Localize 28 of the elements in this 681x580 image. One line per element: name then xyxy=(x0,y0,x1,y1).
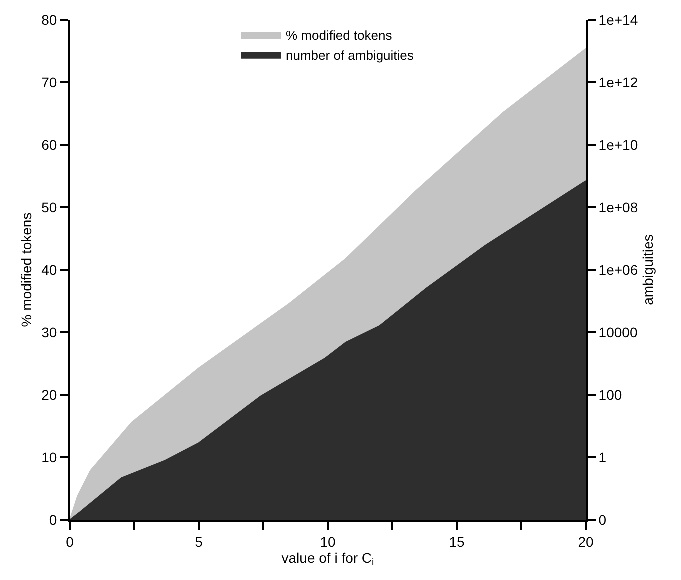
legend-label: % modified tokens xyxy=(286,28,393,44)
y2-tick-label: 100 xyxy=(598,386,622,403)
legend-label: number of ambiguities xyxy=(286,48,414,63)
y2-tick-label: 1e+12 xyxy=(598,74,638,90)
y-tick-label: 70 xyxy=(42,74,58,90)
y2-axis-title: ambiguities xyxy=(640,234,656,306)
x-tick-label: 0 xyxy=(66,534,74,550)
y-tick-label: 40 xyxy=(42,262,58,278)
y2-tick-label: 1e+06 xyxy=(598,262,638,278)
y2-tick-label: 1 xyxy=(598,449,607,466)
y-tick-label: 60 xyxy=(42,136,58,153)
y2-tick-label: 1e+14 xyxy=(598,12,638,28)
x-tick-label: 15 xyxy=(449,534,465,550)
y-tick-label: 0 xyxy=(49,512,58,528)
y-tick-label: 20 xyxy=(42,386,58,403)
y-tick-label: 50 xyxy=(42,199,58,216)
y-axis-title: % modified tokens xyxy=(18,212,35,328)
y-tick-label: 30 xyxy=(42,324,58,340)
y2-tick-label: 10000 xyxy=(598,324,638,340)
y-tick-label: 80 xyxy=(42,12,58,28)
x-axis-title: value of i for C$_{i}$ xyxy=(282,550,374,569)
y2-tick-label: 1e+08 xyxy=(598,199,638,216)
y-tick-label: 10 xyxy=(42,449,58,466)
y2-tick-label: 1e+10 xyxy=(598,136,638,153)
x-tick-label: 10 xyxy=(320,534,336,550)
x-tick-label: 20 xyxy=(578,534,594,550)
y2-tick-label: 0 xyxy=(598,512,607,528)
x-tick-label: 5 xyxy=(195,534,204,550)
